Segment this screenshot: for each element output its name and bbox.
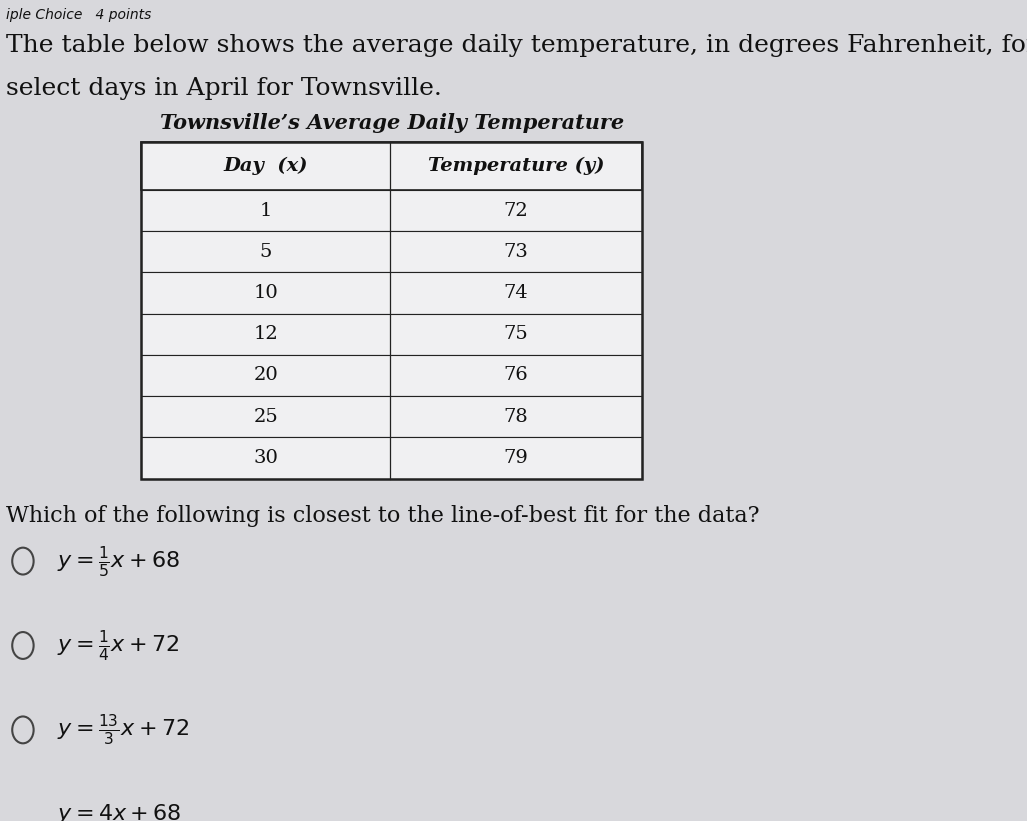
Text: 72: 72 xyxy=(503,201,528,219)
Text: Temperature (y): Temperature (y) xyxy=(427,157,604,175)
Bar xyxy=(142,438,642,479)
Text: 76: 76 xyxy=(503,366,528,384)
Text: $y = \frac{1}{5}x + 68$: $y = \frac{1}{5}x + 68$ xyxy=(58,544,181,579)
Text: Day  (x): Day (x) xyxy=(223,157,308,175)
Bar xyxy=(142,142,642,479)
Text: 78: 78 xyxy=(503,408,528,426)
Text: $y = 4x + 68$: $y = 4x + 68$ xyxy=(58,802,182,821)
Text: 1: 1 xyxy=(260,201,272,219)
Text: 73: 73 xyxy=(503,243,528,261)
Text: select days in April for Townsville.: select days in April for Townsville. xyxy=(6,76,442,99)
Text: 20: 20 xyxy=(254,366,278,384)
Text: Townsville’s Average Daily Temperature: Townsville’s Average Daily Temperature xyxy=(160,113,624,133)
Text: 79: 79 xyxy=(503,449,528,467)
Text: 12: 12 xyxy=(254,325,278,343)
Text: 75: 75 xyxy=(503,325,528,343)
Bar xyxy=(142,273,642,314)
Bar xyxy=(142,355,642,396)
Text: $y = \frac{13}{3}x + 72$: $y = \frac{13}{3}x + 72$ xyxy=(58,713,189,747)
Text: Which of the following is closest to the line-of-best fit for the data?: Which of the following is closest to the… xyxy=(6,506,760,527)
Text: iple Choice   4 points: iple Choice 4 points xyxy=(6,7,152,21)
Bar xyxy=(142,396,642,438)
Bar xyxy=(142,142,642,190)
Text: 74: 74 xyxy=(503,284,528,302)
Text: 25: 25 xyxy=(254,408,278,426)
Text: 10: 10 xyxy=(254,284,278,302)
Text: The table below shows the average daily temperature, in degrees Fahrenheit, for: The table below shows the average daily … xyxy=(6,34,1027,57)
Text: 30: 30 xyxy=(253,449,278,467)
Bar xyxy=(142,314,642,355)
Text: $y = \frac{1}{4}x + 72$: $y = \frac{1}{4}x + 72$ xyxy=(58,628,180,663)
Bar xyxy=(142,190,642,232)
Text: 5: 5 xyxy=(260,243,272,261)
Bar xyxy=(142,232,642,273)
